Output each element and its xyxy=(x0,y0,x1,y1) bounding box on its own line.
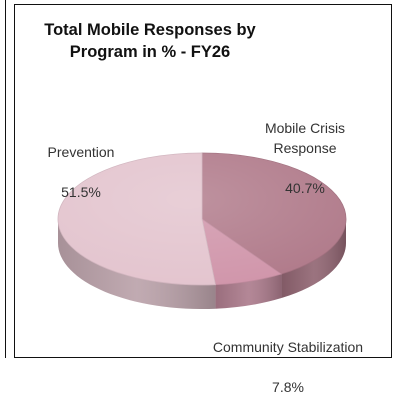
slice-label-community: Community Stabilization 7.8% xyxy=(193,317,383,417)
pie-slice-prevention-side-shade xyxy=(58,219,216,309)
pie-slice-mobile-crisis-side-shade xyxy=(281,219,346,299)
adjacent-panel-edge xyxy=(0,0,6,358)
pie-slice-community-side-shade xyxy=(215,274,282,309)
pie-chart xyxy=(57,152,347,309)
slice-name-community: Community Stabilization xyxy=(212,339,364,355)
slice-name-mobile-crisis: Mobile Crisis Response xyxy=(264,120,346,156)
slice-label-mobile-crisis: Mobile Crisis Response 40.7% xyxy=(245,98,365,218)
slice-value-community: 7.8% xyxy=(272,379,304,395)
slice-label-prevention: Prevention 51.5% xyxy=(31,122,131,222)
chart-title: Total Mobile Responses by Program in % -… xyxy=(44,21,256,61)
slice-value-prevention: 51.5% xyxy=(61,184,101,200)
chart-frame: Total Mobile Responses by Program in % -… xyxy=(14,4,392,395)
slice-name-prevention: Prevention xyxy=(47,144,115,160)
slice-value-mobile-crisis: 40.7% xyxy=(285,180,325,196)
pie-top-gloss xyxy=(58,153,346,285)
